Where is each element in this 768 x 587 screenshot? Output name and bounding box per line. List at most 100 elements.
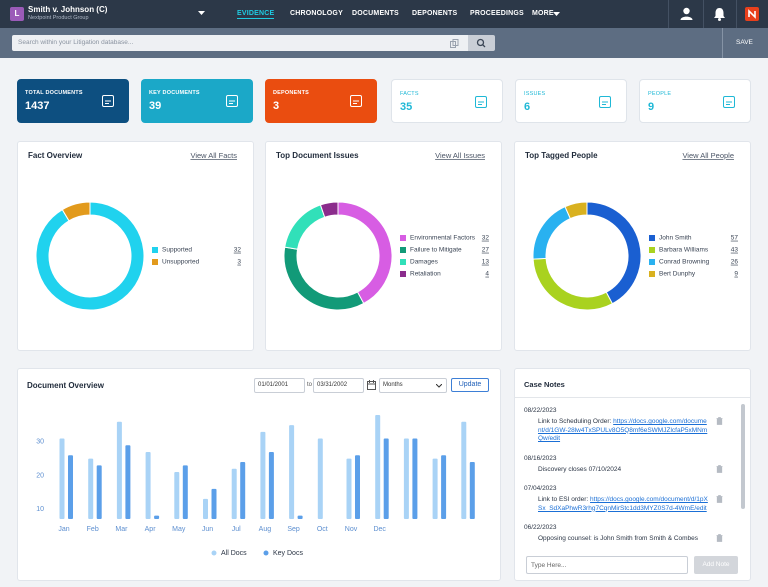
panel-title: Top Tagged People: [525, 151, 598, 160]
search-button[interactable]: [468, 35, 495, 51]
nav-item[interactable]: CHRONOLOGY: [290, 10, 343, 17]
bar: [412, 438, 418, 519]
scrollbar[interactable]: [741, 404, 745, 509]
note: 08/22/2023 Link to Scheduling Order: http…: [515, 402, 741, 450]
app-badge[interactable]: L: [10, 7, 24, 21]
panel-title: Top Document Issues: [276, 151, 359, 160]
add-note-button[interactable]: Add Note: [694, 556, 738, 574]
x-tick-label: Sep: [287, 526, 300, 533]
stat-label: ISSUES: [524, 91, 546, 97]
update-button[interactable]: Update: [451, 378, 489, 392]
legend-label: Supported: [162, 247, 192, 254]
notifications-icon[interactable]: [713, 7, 726, 21]
panel-link[interactable]: View All People: [682, 151, 734, 160]
delete-icon[interactable]: [716, 534, 723, 542]
stat-icon: [723, 96, 735, 108]
legend-value: 13: [482, 259, 490, 266]
note-input[interactable]: Type Here...: [526, 556, 688, 574]
bar: [469, 462, 475, 519]
legend-label: Key Docs: [273, 550, 303, 557]
bar: [182, 465, 188, 519]
panel-title: Fact Overview: [28, 151, 83, 160]
legend-swatch: [400, 259, 406, 265]
legend-label: All Docs: [221, 550, 247, 557]
select-caret: [436, 384, 442, 388]
delete-icon[interactable]: [716, 417, 723, 425]
save-button[interactable]: SAVE: [736, 39, 753, 46]
bar: [125, 445, 131, 519]
legend-swatch: [649, 259, 655, 265]
legend-value: 3: [237, 259, 241, 266]
search-input[interactable]: Search within your Litigation database..…: [12, 35, 468, 51]
date-to[interactable]: 03/31/2002: [313, 378, 364, 393]
bar: [68, 455, 73, 519]
stat-card[interactable]: KEY DOCUMENTS 39: [141, 79, 253, 123]
panel-link[interactable]: View All Issues: [435, 151, 485, 160]
stat-icon: [475, 96, 487, 108]
brand-icon[interactable]: [745, 7, 759, 21]
donut-segment: [61, 201, 91, 222]
date-from[interactable]: 01/01/2001: [254, 378, 305, 393]
bar: [317, 438, 323, 519]
interval-select[interactable]: Months: [379, 378, 447, 393]
stat-card[interactable]: PEOPLE 9: [639, 79, 751, 123]
legend-label: Barbara Williams: [659, 247, 709, 254]
note-body: Link to Scheduling Order:: [538, 418, 612, 425]
donut-segment: [284, 204, 326, 250]
legend-marker: [211, 550, 217, 556]
case-title[interactable]: Smith v. Johnson (C): [28, 5, 108, 14]
legend-swatch: [649, 271, 655, 277]
stat-card[interactable]: TOTAL DOCUMENTS 1437: [17, 79, 129, 123]
panel-link[interactable]: View All Facts: [190, 151, 237, 160]
panel-title: Document Overview: [27, 381, 104, 390]
note-body: Link to ESI order:: [538, 496, 589, 503]
bar: [145, 451, 151, 519]
legend-label: Environmental Factors: [410, 235, 476, 242]
x-tick-label: Jun: [202, 526, 213, 533]
calendar-icon[interactable]: [367, 380, 376, 390]
legend-value: 57: [731, 235, 739, 242]
bar: [461, 421, 467, 519]
legend-swatch: [649, 235, 655, 241]
nav-item[interactable]: DEPONENTS: [412, 10, 458, 17]
y-tick-label: 30: [36, 439, 44, 446]
case-subtitle: Nextpoint Product Group: [28, 15, 89, 21]
profile-icon[interactable]: [680, 7, 693, 20]
stat-label: TOTAL DOCUMENTS: [25, 90, 83, 96]
stat-card[interactable]: DEPONENTS 3: [265, 79, 377, 123]
bar: [432, 458, 438, 519]
bar: [59, 438, 65, 519]
legend-swatch: [152, 247, 158, 253]
nav-item[interactable]: EVIDENCE: [237, 10, 275, 19]
note-link[interactable]: https://docs.google.com/document/d/1pXSx…: [538, 496, 708, 512]
nav-item[interactable]: MORE: [532, 10, 554, 17]
nav-item[interactable]: DOCUMENTS: [352, 10, 399, 17]
stat-value: 35: [400, 101, 413, 113]
legend-label: John Smith: [659, 235, 692, 242]
legend-label: Unsupported: [162, 259, 200, 266]
copy-icon[interactable]: [450, 39, 459, 48]
stat-label: KEY DOCUMENTS: [149, 90, 200, 96]
delete-icon[interactable]: [716, 495, 723, 503]
x-tick-label: Jan: [58, 526, 69, 533]
bar: [174, 472, 180, 519]
legend-value: 26: [731, 259, 739, 266]
stat-card[interactable]: FACTS 35: [391, 79, 503, 123]
search-bar: Search within your Litigation database..…: [0, 28, 768, 58]
bar: [289, 425, 295, 519]
nav-item[interactable]: PROCEEDINGS: [470, 10, 524, 17]
note-link[interactable]: https://docs.google.com/document/d/1GW-2…: [538, 418, 708, 442]
panel-title: Case Notes: [524, 380, 565, 389]
note-date: 08/22/2023: [524, 407, 557, 414]
case-dropdown[interactable]: [198, 11, 205, 16]
legend-value: 32: [234, 247, 242, 254]
case-notes-panel: [514, 368, 751, 581]
bar: [154, 515, 160, 519]
x-tick-label: Dec: [373, 526, 386, 533]
stat-card[interactable]: ISSUES 6: [515, 79, 627, 123]
stat-value: 1437: [25, 100, 50, 112]
delete-icon[interactable]: [716, 464, 723, 473]
stat-value: 6: [524, 101, 531, 113]
legend-swatch: [152, 259, 158, 265]
legend-label: Retaliation: [410, 271, 441, 278]
